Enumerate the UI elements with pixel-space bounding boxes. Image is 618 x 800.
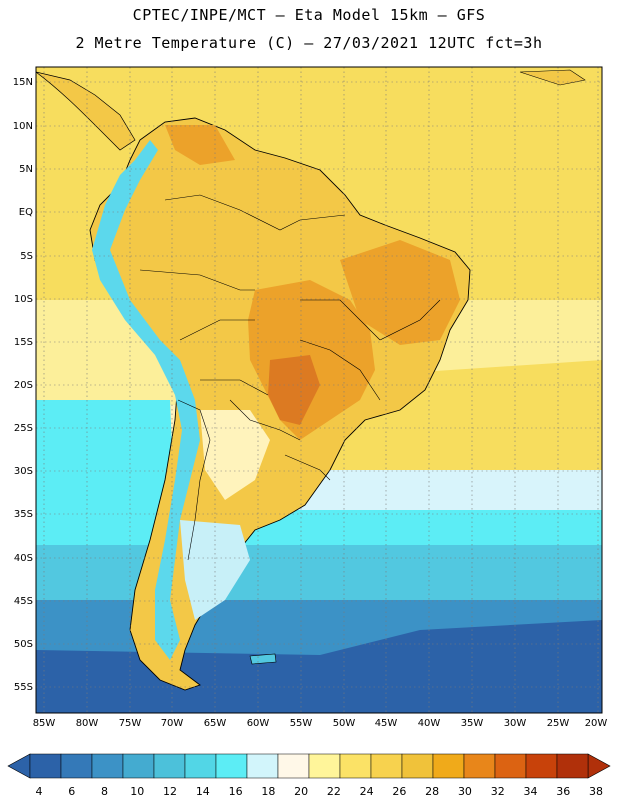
- ocean-pacific-cool: [36, 400, 175, 520]
- map-frame: [35, 66, 603, 714]
- colorbar-swatch: [277, 753, 310, 779]
- landmass-central-america: [36, 71, 136, 151]
- colorbar-label: 18: [261, 785, 275, 798]
- lat-label: 5S: [20, 251, 33, 262]
- lon-label: 35W: [461, 718, 484, 729]
- colorbar-left-arrow: [7, 753, 31, 779]
- lat-label: 25S: [14, 423, 33, 434]
- lat-label: EQ: [19, 207, 33, 218]
- colorbar-label: 10: [130, 785, 144, 798]
- colorbar-label: 38: [589, 785, 603, 798]
- lon-label: 45W: [375, 718, 398, 729]
- lat-label: 40S: [14, 553, 33, 564]
- colorbar-swatch: [432, 753, 465, 779]
- lat-label: 20S: [14, 380, 33, 391]
- colorbar-label: 12: [163, 785, 177, 798]
- colorbar-label: 26: [392, 785, 406, 798]
- colorbar-label: 34: [523, 785, 537, 798]
- caribbean-islands: [519, 69, 586, 86]
- map-plot-area: [36, 67, 602, 713]
- colorbar-swatch: [401, 753, 434, 779]
- lat-label: 10N: [13, 121, 33, 132]
- falkland-islands: [249, 653, 277, 665]
- colorbar-swatch: [60, 753, 93, 779]
- hot-region-northeast-brazil: [340, 240, 460, 345]
- colorbar-label: 32: [491, 785, 505, 798]
- colorbar-label: 22: [327, 785, 341, 798]
- lon-label: 50W: [333, 718, 356, 729]
- lat-label: 15S: [14, 337, 33, 348]
- colorbar-swatch: [215, 753, 248, 779]
- hot-region-venezuela: [165, 125, 235, 165]
- colorbar-label: 16: [229, 785, 243, 798]
- patagonia-mild: [180, 520, 250, 620]
- lon-label: 60W: [247, 718, 270, 729]
- lon-label: 55W: [290, 718, 313, 729]
- ocean-light-blue-band: [36, 545, 602, 605]
- colorbar-right-arrow: [587, 753, 611, 779]
- colorbar-swatch: [370, 753, 403, 779]
- lat-label: 15N: [13, 77, 33, 88]
- hottest-region: [268, 355, 320, 425]
- andes-cool-strip: [92, 140, 200, 660]
- colorbar-swatch: [246, 753, 279, 779]
- ocean-dark-blue: [36, 620, 602, 713]
- lat-label: 45S: [14, 596, 33, 607]
- lat-label: 35S: [14, 509, 33, 520]
- ocean-cyan-band: [36, 510, 602, 550]
- lon-label: 70W: [161, 718, 184, 729]
- colorbar-label: 24: [360, 785, 374, 798]
- map-title-line-2: 2 Metre Temperature (C) – 27/03/2021 12U…: [75, 34, 543, 52]
- colorbar-swatch: [91, 753, 124, 779]
- colorbar-swatch: [29, 753, 62, 779]
- lat-label: 30S: [14, 466, 33, 477]
- lon-label: 80W: [76, 718, 99, 729]
- lon-label: 25W: [547, 718, 570, 729]
- lon-label: 75W: [119, 718, 142, 729]
- lon-label: 85W: [33, 718, 56, 729]
- colorbar-swatch: [556, 753, 589, 779]
- lat-label: 50S: [14, 639, 33, 650]
- lon-label: 65W: [204, 718, 227, 729]
- colorbar-label: 14: [196, 785, 210, 798]
- colorbar-swatch: [153, 753, 186, 779]
- colorbar-label: 28: [425, 785, 439, 798]
- colorbar-label: 6: [68, 785, 75, 798]
- lat-label: 10S: [14, 294, 33, 305]
- argentina-plains: [200, 410, 270, 500]
- longitude-axis: 85W 80W 75W 70W 65W 60W 55W 50W 45W 40W …: [33, 718, 608, 729]
- colorbar-swatch: [494, 753, 527, 779]
- colorbar-swatch: [308, 753, 341, 779]
- colorbar-label: 30: [458, 785, 472, 798]
- colorbar-swatch: [525, 753, 558, 779]
- lat-label: 55S: [14, 682, 33, 693]
- colorbar-swatch: [339, 753, 372, 779]
- color-bar: 4 6 8 10 12 14 16 18 20 22 24 26 28 30 32 34 36 38: [7, 753, 611, 798]
- colorbar-label: 8: [101, 785, 108, 798]
- lon-label: 20W: [585, 718, 608, 729]
- colorbar-swatch: [184, 753, 217, 779]
- colorbar-label: 20: [294, 785, 308, 798]
- colorbar-swatch: [122, 753, 155, 779]
- lat-label: 5N: [19, 164, 33, 175]
- colorbar-label: 4: [36, 785, 43, 798]
- colorbar-label: 36: [556, 785, 570, 798]
- colorbar-swatch: [463, 753, 496, 779]
- map-title-line-1: CPTEC/INPE/MCT – Eta Model 15km – GFS: [132, 6, 486, 24]
- lon-label: 40W: [418, 718, 441, 729]
- latitude-axis: 15N 10N 5N EQ 5S 10S 15S 20S 25S 30S 35S…: [13, 77, 33, 693]
- lon-label: 30W: [504, 718, 527, 729]
